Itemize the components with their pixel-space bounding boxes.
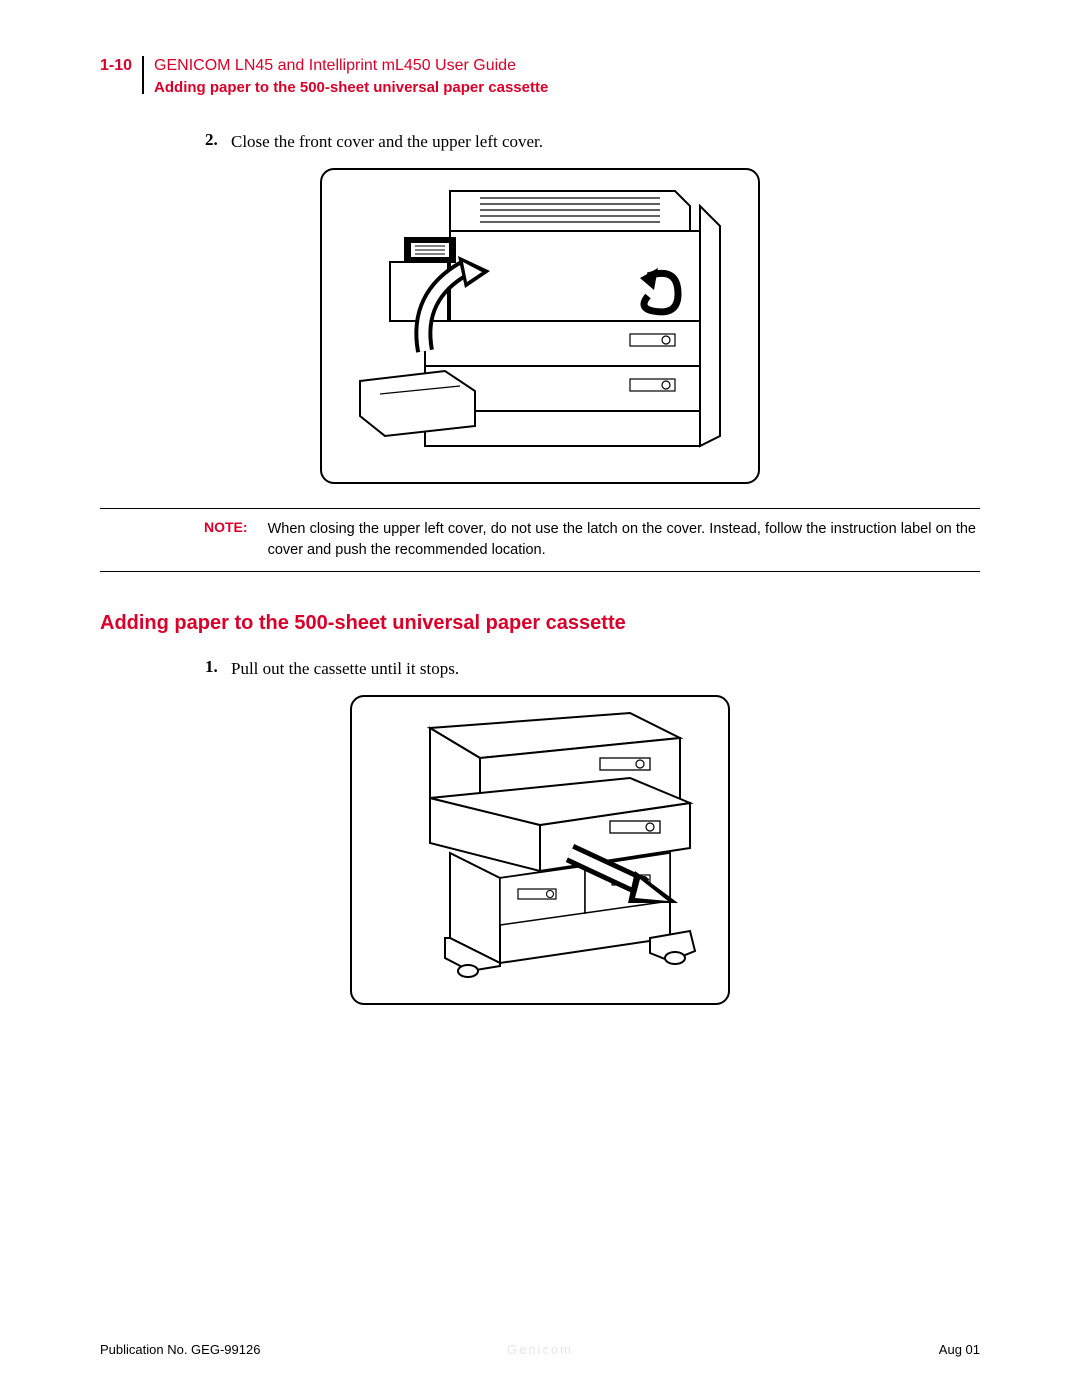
page-header: 1-10 GENICOM LN45 and Intelliprint mL450… — [100, 55, 980, 98]
note-block: NOTE: When closing the upper left cover,… — [100, 508, 980, 572]
header-subtitle: Adding paper to the 500-sheet universal … — [154, 77, 548, 98]
footer-date: Aug 01 — [939, 1342, 980, 1357]
step-2: 2. Close the front cover and the upper l… — [205, 130, 980, 154]
step-1: 1. Pull out the cassette until it stops. — [205, 657, 980, 681]
section-heading: Adding paper to the 500-sheet universal … — [100, 612, 980, 635]
step-2-text: Close the front cover and the upper left… — [231, 130, 543, 154]
printer-pull-cassette-illustration — [360, 703, 720, 998]
printer-close-cover-illustration — [330, 176, 750, 476]
footer-watermark: Genicom — [507, 1342, 573, 1357]
figure-1-box — [320, 168, 760, 484]
page-footer: Publication No. GEG-99126 Genicom Aug 01 — [100, 1342, 980, 1357]
document-page: 1-10 GENICOM LN45 and Intelliprint mL450… — [0, 0, 1080, 1397]
figure-2-wrap — [100, 695, 980, 1005]
guide-title: GENICOM LN45 and Intelliprint mL450 User… — [154, 55, 548, 77]
header-text-block: GENICOM LN45 and Intelliprint mL450 User… — [154, 55, 548, 98]
page-number: 1-10 — [100, 55, 142, 77]
figure-2-box — [350, 695, 730, 1005]
note-text: When closing the upper left cover, do no… — [268, 519, 980, 561]
step-2-number: 2. — [205, 130, 231, 154]
footer-publication: Publication No. GEG-99126 — [100, 1342, 260, 1357]
figure-1-wrap — [100, 168, 980, 484]
header-divider — [142, 56, 144, 94]
step-1-number: 1. — [205, 657, 231, 681]
step-1-text: Pull out the cassette until it stops. — [231, 657, 459, 681]
note-label: NOTE: — [100, 519, 268, 561]
